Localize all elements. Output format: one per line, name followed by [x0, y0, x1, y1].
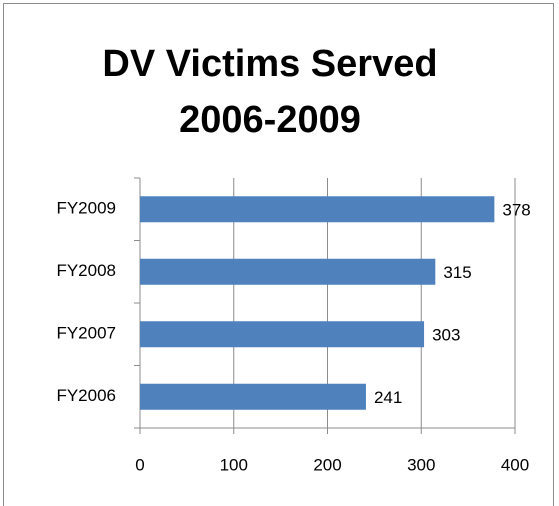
data-label: 303: [432, 326, 460, 345]
y-tick-label: FY2007: [56, 324, 116, 343]
bar: [140, 196, 495, 223]
y-tick-label: FY2008: [56, 261, 116, 280]
chart-border: [3, 3, 554, 506]
x-tick-label: 300: [407, 455, 435, 474]
x-tick-label: 200: [313, 455, 341, 474]
bar: [140, 258, 436, 285]
bar: [140, 321, 425, 348]
y-tick-label: FY2009: [56, 199, 116, 218]
data-label: 241: [374, 388, 402, 407]
x-tick-label: 400: [501, 455, 529, 474]
data-label: 315: [443, 263, 471, 282]
bar: [140, 383, 366, 410]
chart-title: DV Victims Served 2006-2009: [102, 43, 438, 141]
y-tick-label: FY2006: [56, 386, 116, 405]
data-label: 378: [502, 201, 530, 220]
x-tick-label: 100: [220, 455, 248, 474]
x-tick-label: 0: [135, 455, 144, 474]
